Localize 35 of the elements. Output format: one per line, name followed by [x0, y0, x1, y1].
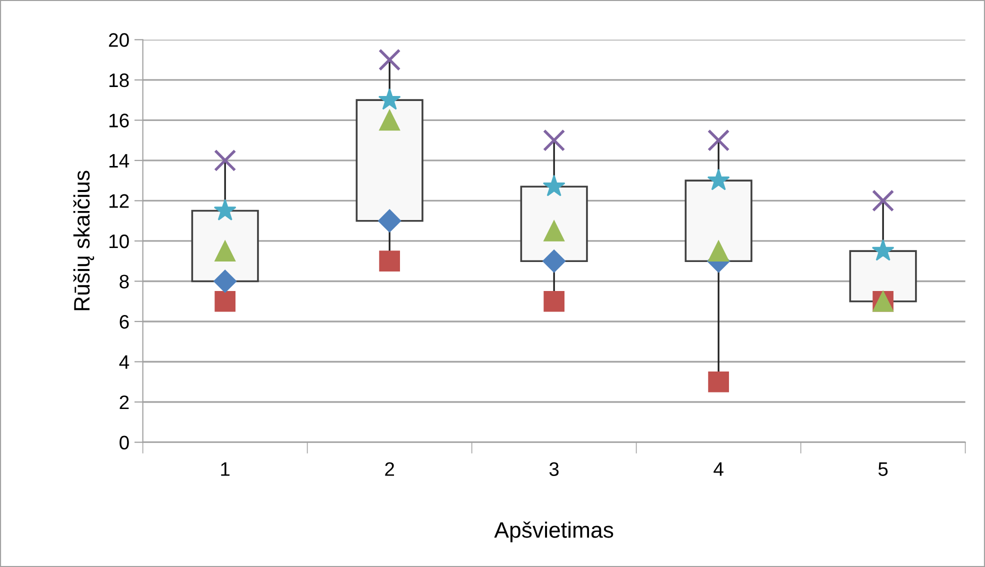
y-tick-label: 16: [109, 114, 129, 128]
point: [542, 129, 566, 152]
y-tick-label: 8: [120, 274, 129, 288]
y-axis-title: Rūšių skaičius: [73, 170, 94, 310]
y-tick-label: 20: [108, 33, 129, 47]
point: [214, 149, 236, 172]
point: [378, 48, 401, 71]
y-tick-label: 0: [120, 436, 129, 450]
point: [544, 290, 564, 312]
point: [378, 209, 402, 232]
y-tick-label: 18: [109, 73, 129, 88]
x-axis-title: Apšvietimas: [494, 521, 614, 542]
x-tick-label: 1: [221, 462, 230, 476]
x-tick-label: 2: [385, 462, 394, 476]
point: [214, 198, 236, 220]
point: [214, 290, 236, 312]
point: [707, 129, 730, 152]
point: [542, 250, 566, 273]
point: [214, 270, 237, 293]
point: [872, 239, 894, 261]
point: [379, 250, 400, 272]
y-tick-label: 4: [119, 355, 130, 369]
y-tick-label: 10: [109, 234, 129, 248]
point: [707, 168, 730, 190]
point: [872, 190, 894, 212]
x-tick-label: 5: [878, 462, 888, 476]
point: [708, 371, 729, 392]
y-tick-label: 6: [120, 314, 129, 329]
y-tick-label: 12: [109, 194, 129, 208]
y-tick-label: 2: [120, 395, 129, 410]
point: [378, 88, 401, 110]
x-tick-label: 4: [714, 462, 724, 476]
y-tick-label: 14: [109, 154, 130, 168]
point: [542, 174, 566, 196]
x-tick-label: 3: [549, 462, 559, 476]
